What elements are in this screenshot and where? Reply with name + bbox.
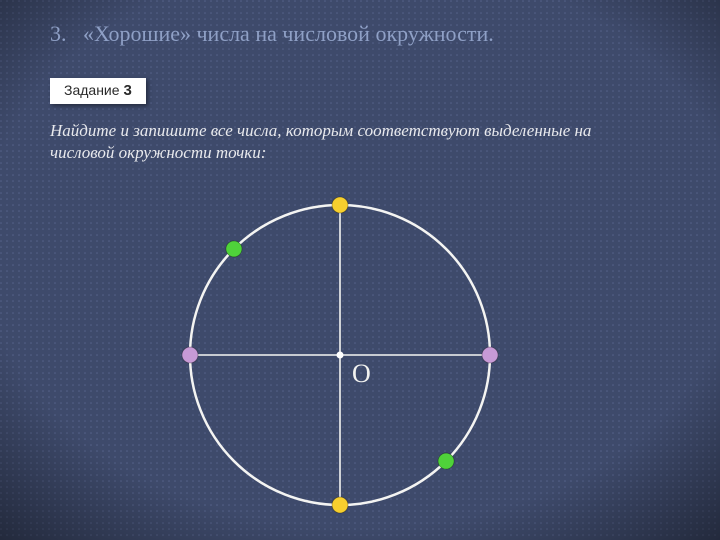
circle-point-1	[332, 497, 348, 513]
circle-diagram: О	[160, 175, 520, 535]
circle-point-4	[226, 241, 242, 257]
circle-point-2	[482, 347, 498, 363]
circle-point-3	[182, 347, 198, 363]
task-label: Задание	[64, 82, 123, 98]
task-number: 3	[123, 82, 131, 99]
title-number: 3.	[50, 21, 67, 46]
circle-point-5	[438, 453, 454, 469]
center-label: О	[352, 359, 371, 389]
slide: 3. «Хорошие» числа на числовой окружност…	[0, 0, 720, 540]
diagram-svg	[160, 175, 520, 535]
slide-title: 3. «Хорошие» числа на числовой окружност…	[50, 20, 570, 48]
title-text: «Хорошие» числа на числовой окружности.	[83, 21, 494, 46]
instruction-text: Найдите и запишите все числа, которым со…	[50, 120, 650, 164]
center-dot	[337, 352, 344, 359]
circle-point-0	[332, 197, 348, 213]
task-badge: Задание 3	[50, 78, 146, 104]
